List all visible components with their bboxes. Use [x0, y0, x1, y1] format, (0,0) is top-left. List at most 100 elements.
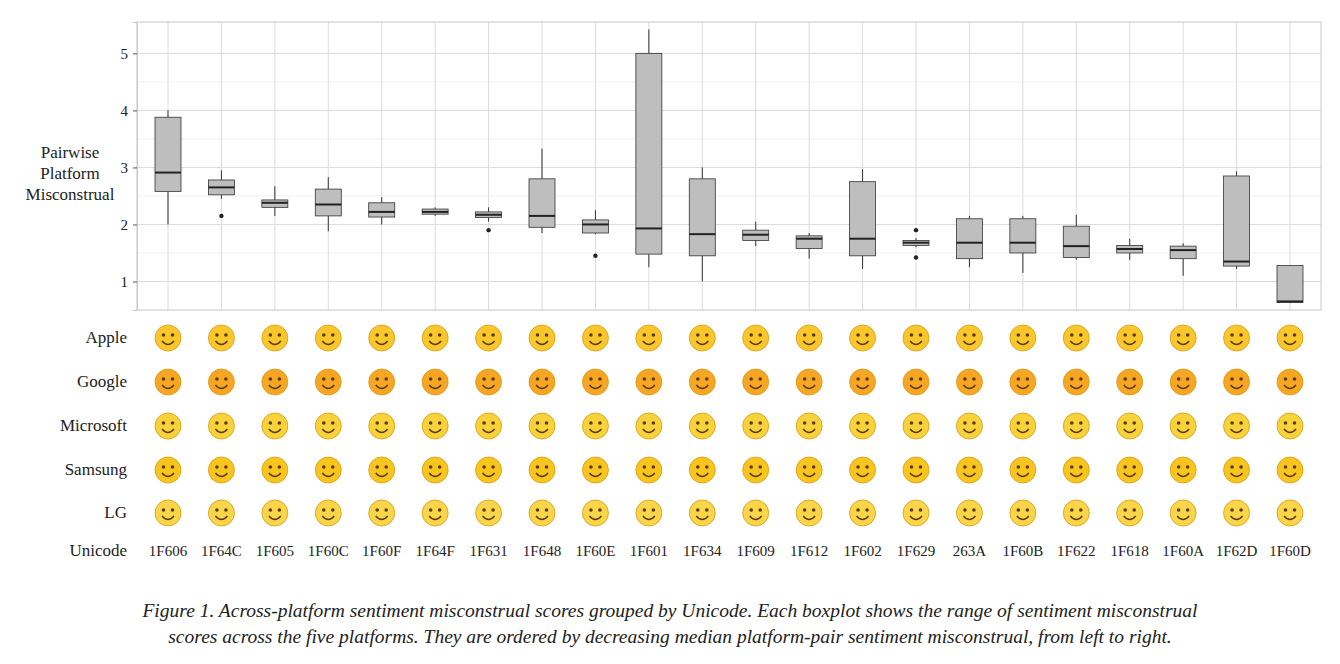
category-label: 1F64F	[416, 543, 455, 559]
emoji-face	[155, 413, 181, 439]
median	[262, 202, 288, 204]
emoji-eye	[652, 333, 656, 337]
box	[903, 240, 929, 245]
emoji-icon	[636, 457, 662, 483]
emoji-eye	[1186, 465, 1190, 469]
whisker-lower	[648, 254, 649, 267]
emoji-mouth	[1177, 516, 1189, 520]
whisker-upper	[221, 170, 222, 180]
emoji-eye	[1132, 465, 1136, 469]
emoji-eye	[652, 377, 656, 381]
emoji-eye	[865, 377, 869, 381]
emoji-eye	[856, 377, 860, 381]
emoji-eye	[1239, 377, 1243, 381]
emoji-face	[1277, 325, 1303, 351]
emoji-eye	[643, 508, 647, 512]
emoji-eye	[1079, 508, 1083, 512]
emoji-icon	[743, 500, 769, 526]
emoji-mouth	[910, 341, 922, 345]
emoji-icon	[208, 325, 234, 351]
emoji-icon	[689, 413, 715, 439]
emoji-eye	[652, 465, 656, 469]
category-label: 1F648	[523, 543, 561, 559]
emoji-mouth	[963, 516, 975, 520]
emoji-eye	[1079, 333, 1083, 337]
emoji-mouth	[215, 429, 227, 433]
box	[369, 203, 395, 217]
emoji-eye	[429, 333, 433, 337]
box-group	[956, 216, 982, 267]
emoji-face	[315, 325, 341, 351]
grid-line	[137, 281, 1321, 282]
emoji-mouth	[1017, 385, 1029, 389]
median	[636, 227, 662, 229]
median	[529, 215, 555, 217]
emoji-mouth	[963, 341, 975, 345]
emoji-eye	[1293, 377, 1297, 381]
emoji-face	[1224, 413, 1250, 439]
emoji-icon	[1170, 325, 1196, 351]
emoji-face	[850, 457, 876, 483]
emoji-eye	[429, 508, 433, 512]
emoji-face	[903, 369, 929, 395]
emoji-eye	[491, 465, 495, 469]
emoji-icon	[155, 325, 181, 351]
emoji-face	[1117, 457, 1143, 483]
emoji-eye	[749, 421, 753, 425]
emoji-eye	[919, 508, 923, 512]
emoji-face	[796, 500, 822, 526]
emoji-mouth	[1177, 429, 1189, 433]
category-label: 1F60D	[1269, 543, 1311, 559]
emoji-mouth	[643, 516, 655, 520]
emoji-eye	[215, 421, 219, 425]
emoji-face	[636, 500, 662, 526]
emoji-eye	[972, 508, 976, 512]
emoji-mouth	[1070, 473, 1082, 477]
emoji-eye	[1239, 333, 1243, 337]
emoji-face	[262, 500, 288, 526]
tick: 4	[121, 103, 138, 119]
emoji-mouth	[643, 385, 655, 389]
emoji-mouth	[750, 385, 762, 389]
emoji-mouth	[536, 516, 548, 520]
emoji-icon	[1010, 369, 1036, 395]
emoji-icon	[1010, 500, 1036, 526]
emoji-face	[1224, 369, 1250, 395]
emoji-icon	[582, 500, 608, 526]
emoji-eye	[278, 465, 282, 469]
box-group	[1010, 216, 1036, 273]
emoji-eye	[278, 377, 282, 381]
whisker-lower	[381, 217, 382, 224]
emoji-icon	[1117, 457, 1143, 483]
grid-line-x	[488, 22, 489, 310]
emoji-eye	[963, 421, 967, 425]
emoji-eye	[758, 508, 762, 512]
emoji-eye	[384, 333, 388, 337]
emoji-eye	[171, 333, 175, 337]
whisker-upper	[381, 197, 382, 203]
emoji-icon	[369, 369, 395, 395]
emoji-icon	[636, 325, 662, 351]
emoji-eye	[429, 377, 433, 381]
emoji-icon	[529, 325, 555, 351]
box	[743, 230, 769, 240]
emoji-eye	[384, 508, 388, 512]
emoji-mouth	[215, 516, 227, 520]
emoji-eye	[1230, 377, 1234, 381]
tick-mark	[133, 167, 137, 168]
plot-frame	[137, 22, 1321, 310]
outlier	[914, 228, 918, 232]
tick-mark	[133, 110, 137, 111]
emoji-eye	[1017, 421, 1021, 425]
emoji-mouth	[322, 385, 334, 389]
grid-line-x	[1129, 22, 1130, 310]
emoji-face	[1170, 457, 1196, 483]
emoji-mouth	[376, 516, 388, 520]
emoji-eye	[919, 421, 923, 425]
emoji-mouth	[215, 341, 227, 345]
emoji-icon	[903, 457, 929, 483]
emoji-mouth	[803, 516, 815, 520]
emoji-face	[689, 457, 715, 483]
emoji-icon	[369, 500, 395, 526]
emoji-face	[850, 325, 876, 351]
